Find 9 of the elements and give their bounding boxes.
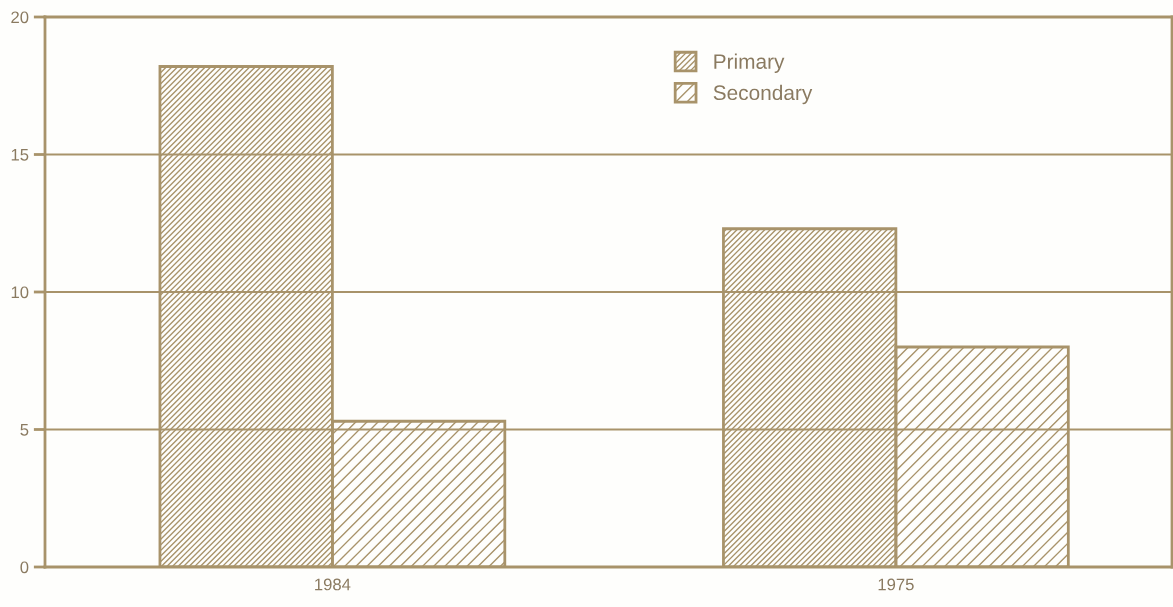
x-tick-label: 1984 xyxy=(315,578,351,591)
y-tick-label: 0 xyxy=(20,561,29,574)
y-tick-label: 15 xyxy=(11,149,29,161)
legend-label: Secondary xyxy=(713,84,813,105)
y-tick-label: 10 xyxy=(11,286,29,299)
x-tick-label: 1975 xyxy=(878,578,914,591)
legend-label: Primary xyxy=(714,53,785,74)
y-tick-label: 5 xyxy=(20,424,29,436)
y-tick-label: 20 xyxy=(11,11,29,24)
